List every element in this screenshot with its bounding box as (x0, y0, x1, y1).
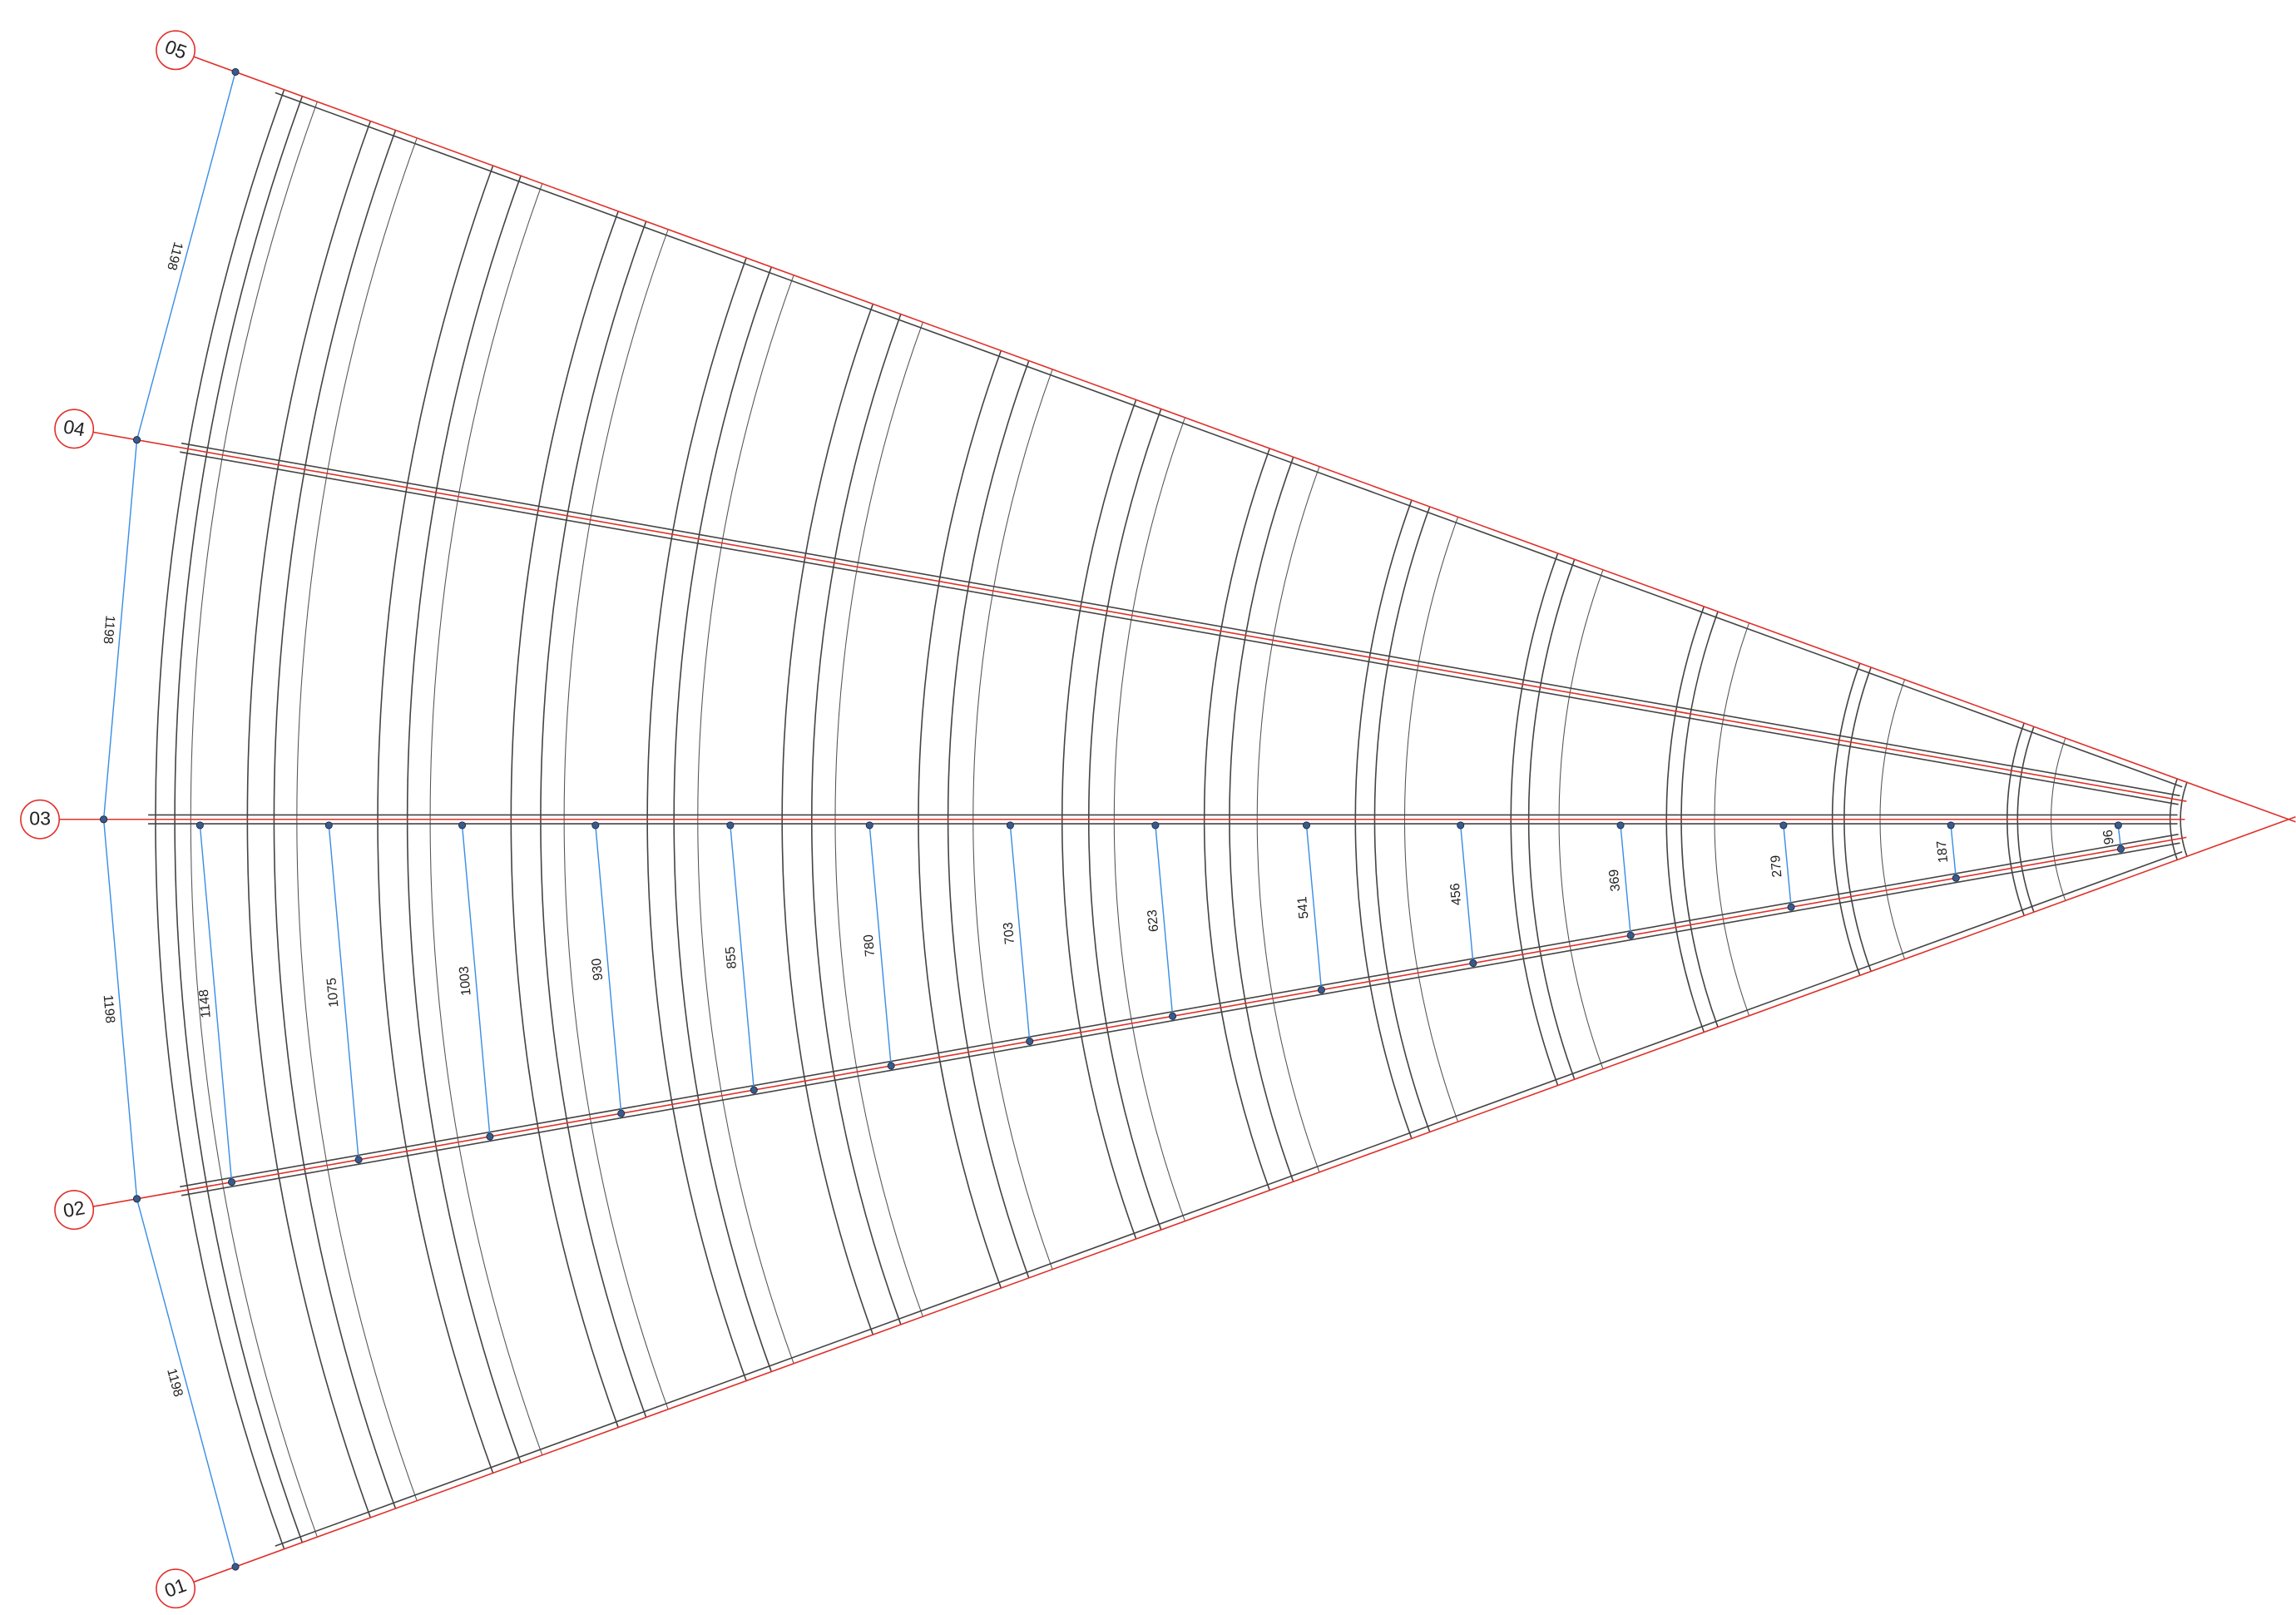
dimension-line (1620, 825, 1631, 936)
grid-bubble (156, 1568, 196, 1609)
dimension-line (1460, 825, 1474, 964)
dimension-line (1783, 825, 1792, 908)
dimension-point (354, 1156, 363, 1164)
edge-beam (275, 92, 2183, 788)
rafter-spacing: 855 (723, 946, 740, 969)
rafter-spacing: 930 (589, 958, 606, 981)
rafter-spacing: 187 (1934, 840, 1952, 863)
dimension-point (1952, 874, 1960, 882)
dimension-line (328, 825, 359, 1160)
dimension-line (102, 439, 138, 820)
dimension-point (1026, 1038, 1034, 1046)
dimension-line (136, 72, 236, 440)
dimension-point (591, 821, 600, 830)
grid-label: 02 (62, 1196, 87, 1221)
dimension-point (1947, 821, 1955, 830)
dimension-point (1457, 821, 1465, 830)
grid-axis (193, 815, 2296, 1583)
dimension-point (227, 1178, 236, 1186)
grid-axis (92, 836, 2187, 1207)
dimension-line (136, 1198, 236, 1568)
rafter-spacing: 456 (1447, 883, 1464, 906)
grid-label: 04 (62, 415, 87, 440)
dimension-point (1787, 903, 1795, 911)
dimension-point (1626, 931, 1635, 939)
grid-bubble (156, 30, 196, 71)
dimension-line (730, 825, 755, 1091)
rafter-spacing: 1003 (456, 965, 473, 996)
grid-bubble (20, 799, 61, 840)
radial-beam (181, 842, 2180, 1196)
dimension-line (1305, 825, 1323, 990)
bay-dimension: 1198 (101, 994, 118, 1024)
radial-beam (180, 451, 2179, 805)
dimension-point (195, 821, 204, 830)
grid-axis (92, 431, 2187, 802)
dimension-point (486, 1132, 494, 1141)
dimension-point (1006, 821, 1014, 830)
dimension-point (1779, 821, 1788, 830)
edge-beam (275, 850, 2183, 1547)
dimension-point (458, 821, 467, 830)
dimension-point (1169, 1012, 1177, 1020)
rafter-spacing: 279 (1768, 855, 1784, 878)
dimension-point (865, 821, 873, 830)
radial-beam (180, 833, 2179, 1188)
dimension-line (1155, 825, 1174, 1017)
dimension-point (617, 1109, 626, 1117)
rafter-spacing: 780 (861, 934, 878, 957)
dimension-point (2114, 821, 2122, 830)
rafter-spacing: 623 (1145, 909, 1161, 932)
rafter-spacing: 96 (2101, 829, 2117, 845)
dimension-line (102, 819, 138, 1199)
dimension-point (1616, 821, 1625, 830)
bay-dimension: 1198 (101, 615, 118, 645)
rafter-spacing: 1148 (196, 988, 214, 1018)
grid-label: 03 (29, 808, 51, 830)
dimension-point (133, 1195, 141, 1203)
dimension-point (1317, 986, 1326, 994)
dimension-line (595, 825, 622, 1114)
dimension-line (1009, 825, 1031, 1042)
dimension-point (887, 1062, 895, 1070)
radial-beam (181, 442, 2180, 797)
dimension-point (1302, 821, 1311, 830)
grid-bubble (54, 1190, 95, 1231)
rafter-spacing: 369 (1606, 869, 1623, 892)
dimension-point (1151, 821, 1160, 830)
dimension-point (1469, 959, 1477, 968)
dimension-point (231, 1563, 240, 1571)
dimension-point (133, 436, 141, 444)
rafter-spacing: 1075 (324, 977, 341, 1008)
dimension-line (868, 825, 892, 1067)
rafter-spacing: 541 (1294, 896, 1311, 919)
dimension-point (726, 821, 735, 830)
dimension-point (2116, 845, 2125, 853)
rafter-spacing: 703 (1001, 922, 1017, 945)
dimension-line (2117, 825, 2122, 850)
dimension-point (750, 1086, 758, 1094)
grid-axis (193, 56, 2296, 823)
grid-bubble (54, 409, 95, 449)
dimension-point (324, 821, 333, 830)
dimension-line (461, 825, 491, 1137)
dimension-point (231, 67, 240, 76)
dimension-line (1950, 825, 1957, 879)
dimension-line (199, 825, 233, 1182)
dimension-point (100, 815, 108, 824)
